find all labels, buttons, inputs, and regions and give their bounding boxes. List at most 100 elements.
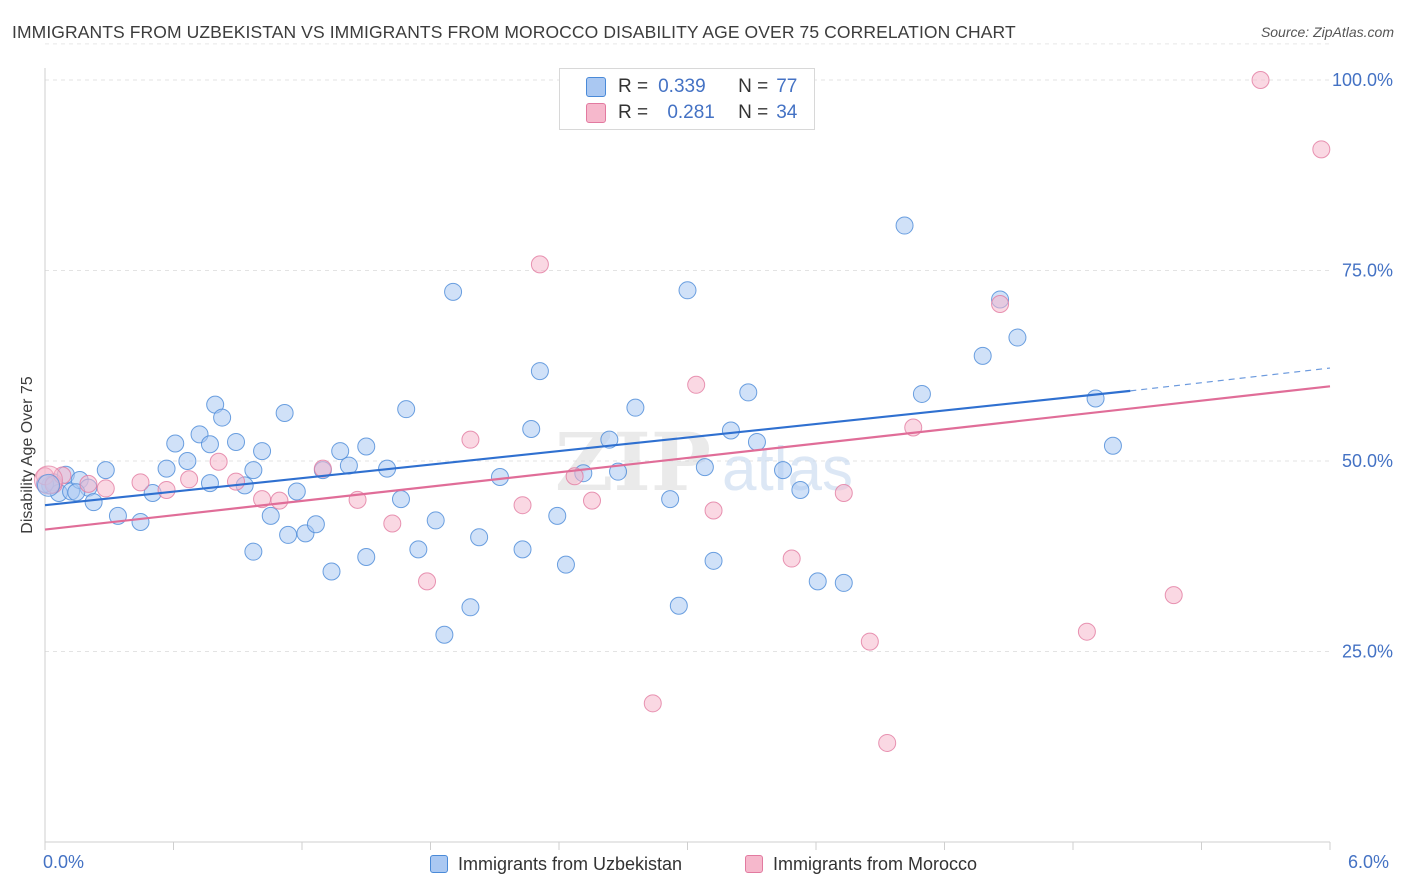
point-uzbekistan: [973, 346, 992, 365]
stats-legend: R = 0.339 N = 77 R = 0.281 N = 34: [559, 68, 815, 130]
point-morocco: [270, 491, 289, 510]
point-morocco: [530, 255, 549, 274]
r-label: R =: [618, 76, 649, 97]
x-tick-label-max: 6.0%: [1348, 852, 1390, 872]
point-morocco: [782, 549, 801, 568]
r-value: 0.281: [667, 102, 715, 123]
point-morocco: [513, 496, 532, 515]
legend-label-uzbekistan: Immigrants from Uzbekistan: [458, 853, 683, 874]
n-value: 77: [776, 76, 798, 97]
point-uzbekistan: [912, 384, 931, 403]
point-morocco: [157, 480, 176, 499]
n-label: N =: [738, 76, 769, 97]
point-uzbekistan: [96, 461, 115, 480]
point-uzbekistan: [695, 458, 714, 477]
y-tick-label: 100.0%: [1332, 70, 1393, 90]
point-uzbekistan: [522, 419, 541, 438]
legend-item-morocco: Immigrants from Morocco: [745, 852, 977, 876]
y-tick-label: 75.0%: [1342, 261, 1393, 281]
point-uzbekistan: [669, 596, 688, 615]
point-morocco: [227, 472, 246, 491]
point-uzbekistan: [530, 362, 549, 381]
point-uzbekistan: [227, 432, 246, 451]
point-uzbekistan: [470, 528, 489, 547]
stats-legend-row-uzbekistan: R = 0.339 N = 77: [586, 75, 798, 99]
point-uzbekistan: [357, 548, 376, 567]
point-morocco: [1312, 140, 1331, 159]
y-tick-label: 50.0%: [1342, 451, 1393, 471]
trend-line-uzbekistan: [44, 389, 1131, 507]
point-morocco: [860, 632, 879, 651]
point-uzbekistan: [895, 216, 914, 235]
point-morocco: [180, 470, 199, 489]
point-morocco: [1077, 622, 1096, 641]
point-uzbekistan: [84, 493, 103, 512]
legend-label-morocco: Immigrants from Morocco: [773, 853, 978, 874]
point-uzbekistan: [661, 490, 680, 509]
point-uzbekistan: [721, 421, 740, 440]
point-uzbekistan: [200, 435, 219, 454]
point-morocco: [834, 484, 853, 503]
x-tick-label-min: 0.0%: [43, 852, 85, 872]
n-value: 34: [776, 102, 798, 123]
point-uzbekistan: [391, 490, 410, 509]
point-morocco: [79, 474, 98, 493]
point-uzbekistan: [556, 555, 575, 574]
point-uzbekistan: [275, 403, 294, 422]
point-uzbekistan: [409, 540, 428, 559]
chart-title: IMMIGRANTS FROM UZBEKISTAN VS IMMIGRANTS…: [12, 22, 1016, 42]
stats-legend-row-morocco: R = 0.281 N = 34: [586, 101, 798, 125]
uzbekistan-swatch: [586, 77, 606, 97]
point-uzbekistan: [244, 542, 263, 561]
point-uzbekistan: [426, 511, 445, 530]
trend-line-morocco: [44, 385, 1331, 531]
point-uzbekistan: [244, 461, 263, 480]
r-label: R =: [618, 102, 649, 123]
point-uzbekistan: [178, 452, 197, 470]
point-uzbekistan: [704, 551, 723, 570]
point-uzbekistan: [548, 506, 567, 525]
point-uzbekistan: [261, 506, 280, 525]
morocco-swatch: [586, 103, 606, 123]
point-uzbekistan: [1103, 436, 1122, 455]
point-morocco: [582, 491, 601, 510]
point-uzbekistan: [747, 432, 766, 451]
point-uzbekistan: [166, 434, 185, 453]
point-morocco: [461, 430, 480, 449]
point-morocco: [96, 479, 115, 498]
r-value: 0.339: [658, 76, 706, 97]
point-morocco: [383, 514, 402, 533]
point-uzbekistan: [306, 515, 325, 534]
point-morocco: [991, 295, 1010, 314]
point-morocco: [1164, 586, 1183, 605]
point-uzbekistan: [1008, 328, 1027, 347]
point-morocco: [1251, 71, 1270, 89]
point-uzbekistan: [444, 282, 463, 301]
point-uzbekistan: [678, 281, 697, 300]
point-uzbekistan: [36, 473, 60, 497]
point-uzbekistan: [609, 462, 628, 481]
point-morocco: [418, 572, 437, 591]
point-uzbekistan: [287, 482, 306, 501]
n-label: N =: [738, 102, 769, 123]
point-uzbekistan: [808, 572, 827, 591]
point-uzbekistan: [1086, 389, 1105, 408]
legend-swatch-uzbekistan: [430, 855, 448, 873]
point-uzbekistan: [331, 442, 350, 461]
point-morocco: [878, 733, 897, 752]
point-uzbekistan: [774, 461, 793, 480]
point-uzbekistan: [791, 480, 810, 499]
point-uzbekistan: [397, 400, 416, 419]
point-morocco: [704, 501, 723, 520]
point-uzbekistan: [322, 562, 341, 581]
point-morocco: [313, 459, 332, 478]
source-label: Source: ZipAtlas.com: [1260, 24, 1394, 40]
point-uzbekistan: [626, 398, 645, 417]
y-tick-label: 25.0%: [1342, 642, 1393, 662]
point-uzbekistan: [157, 459, 176, 478]
watermark-zip: ZIP: [555, 415, 711, 509]
legend-swatch-morocco: [745, 855, 763, 873]
point-uzbekistan: [834, 573, 853, 592]
point-uzbekistan: [739, 383, 758, 402]
